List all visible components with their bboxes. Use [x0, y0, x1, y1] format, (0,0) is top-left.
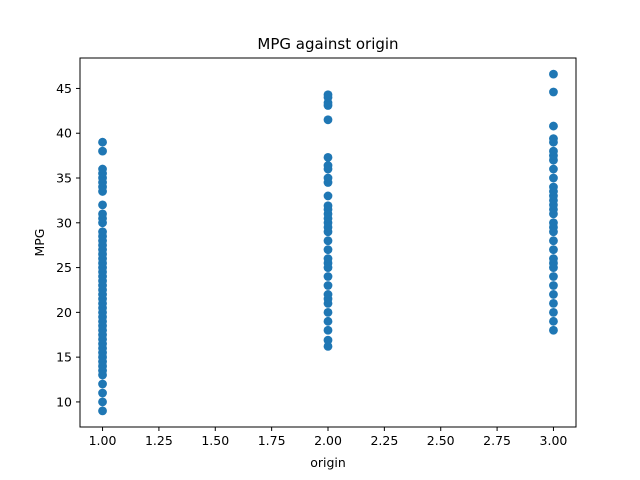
data-point [549, 281, 558, 290]
y-axis: 10 15 20 25 30 35 40 45 [56, 81, 80, 409]
data-point [323, 90, 333, 100]
data-point [549, 236, 558, 246]
x-tick-label: 1.00 [89, 433, 117, 448]
data-point [323, 290, 333, 299]
x-tick-label: 2.25 [370, 433, 398, 448]
data-point [323, 115, 333, 125]
data-point [323, 281, 333, 290]
x-tick-label: 1.50 [201, 433, 229, 448]
data-point [323, 201, 333, 211]
data-point [549, 245, 558, 255]
data-point [98, 388, 107, 398]
data-point [549, 134, 558, 144]
data-point [549, 87, 558, 97]
data-point [549, 182, 558, 192]
data-point [98, 379, 107, 389]
y-tick-label: 20 [56, 305, 72, 320]
x-tick-label: 3.00 [540, 433, 568, 448]
y-tick-label: 25 [56, 260, 72, 275]
x-tick-label: 1.25 [145, 433, 173, 448]
data-point [323, 316, 333, 326]
data-point [323, 335, 333, 345]
data-point [549, 69, 558, 79]
data-point [98, 209, 107, 219]
data-point [549, 173, 558, 183]
data-point [549, 254, 558, 264]
data-point [323, 161, 333, 170]
y-tick-label: 35 [56, 171, 72, 186]
data-point [549, 325, 558, 335]
data-point [98, 406, 107, 416]
x-tick-label: 2.50 [427, 433, 455, 448]
data-point [549, 146, 558, 156]
data-point [323, 254, 333, 264]
data-points [98, 69, 558, 416]
y-tick-label: 10 [56, 394, 72, 409]
x-tick-label: 2.75 [483, 433, 511, 448]
data-point [549, 272, 558, 281]
data-point [549, 121, 558, 131]
y-tick-label: 45 [56, 81, 72, 96]
data-point [549, 290, 558, 299]
data-point [98, 227, 107, 237]
x-tick-label: 1.75 [258, 433, 286, 448]
x-axis: 1.00 1.25 1.50 1.75 2.00 2.25 2.50 2.75 3.00 [89, 427, 568, 448]
x-axis-label: origin [310, 455, 346, 470]
data-point [323, 236, 333, 246]
data-point [323, 191, 333, 201]
data-point [98, 164, 107, 174]
data-point [323, 341, 333, 351]
y-axis-label: MPG [32, 228, 47, 256]
data-point [98, 137, 107, 147]
data-point [549, 299, 558, 308]
data-point [323, 325, 333, 335]
data-point [549, 307, 558, 317]
data-point [549, 316, 558, 326]
y-tick-label: 40 [56, 126, 72, 141]
y-tick-label: 15 [56, 350, 72, 365]
data-point [323, 307, 333, 317]
data-point [98, 200, 107, 210]
data-point [323, 173, 333, 183]
data-point [323, 245, 333, 255]
data-point [323, 153, 333, 162]
data-point [549, 164, 558, 174]
x-tick-label: 2.00 [314, 433, 342, 448]
chart-title: MPG against origin [257, 35, 398, 53]
y-tick-label: 30 [56, 215, 72, 230]
data-point [549, 218, 558, 228]
data-point [98, 146, 107, 156]
data-point [98, 397, 107, 407]
data-point [323, 272, 333, 281]
